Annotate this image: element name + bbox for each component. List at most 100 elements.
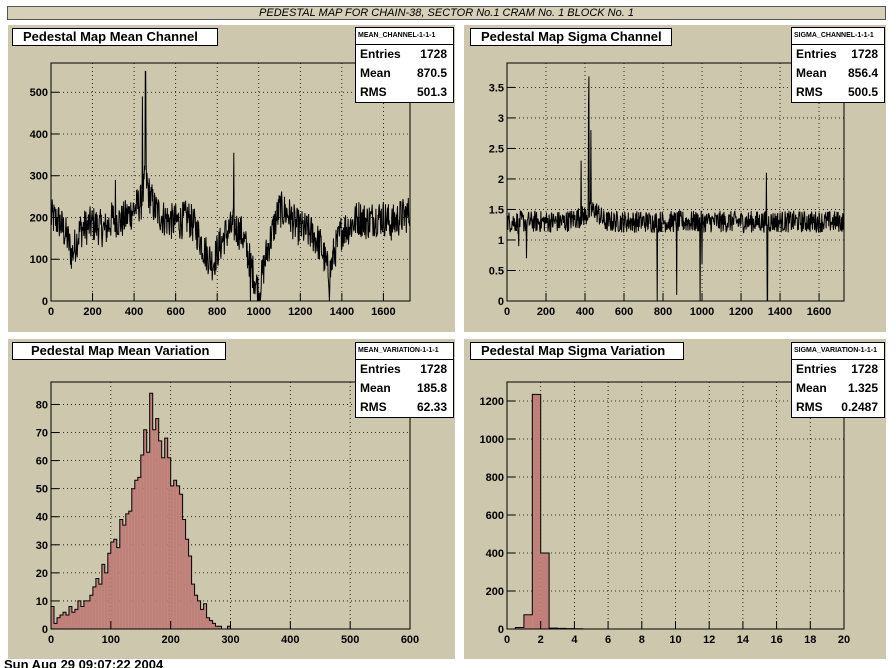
y-tick-label: 30 <box>36 540 48 552</box>
histogram-bar <box>119 519 123 629</box>
histogram-bar <box>71 612 75 629</box>
stats-entries-value: 1728 <box>420 47 447 61</box>
x-tick-label: 600 <box>166 306 184 318</box>
y-tick-label: 200 <box>30 212 48 224</box>
histogram-bar <box>155 418 159 629</box>
stats-entries-value: 1728 <box>851 47 878 61</box>
histogram-bar <box>137 477 141 629</box>
plot-area <box>507 382 844 629</box>
stats-entries-label: Entries <box>796 47 837 61</box>
y-tick-label: 400 <box>30 129 48 141</box>
stats-rms-value: 0.2487 <box>841 400 878 414</box>
plot-area <box>51 63 410 301</box>
histogram-bar <box>191 584 195 629</box>
y-axis: 0 200 400 600 800 1000 1200 <box>480 396 515 636</box>
histogram-bar <box>532 394 541 629</box>
histogram-bar <box>92 586 96 629</box>
histogram-bar <box>203 603 207 629</box>
pad-sigma-channel[interactable]: 0 200 400 600 800 1000 1200 1400 1600 0 0.5 1 1.5 2 2.… <box>464 25 886 332</box>
x-tick-label: 1000 <box>690 306 714 318</box>
histogram-bar <box>143 429 147 629</box>
x-tick-label: 2 <box>538 634 544 646</box>
x-tick-label: 0 <box>504 306 510 318</box>
y-tick-label: 500 <box>30 87 48 99</box>
histogram-bar <box>215 626 219 629</box>
histogram-bar <box>98 584 102 629</box>
pad-sigma-variation[interactable]: 0 2 4 6 8 10 12 14 16 18 20 0 200 400 600 800 1000 1200 P… <box>464 339 886 659</box>
y-tick-label: 80 <box>36 399 48 411</box>
x-tick-label: 600 <box>615 306 633 318</box>
stats-histogram-name: MEAN_CHANNEL-1-1-1 <box>356 28 453 45</box>
stats-mean-label: Mean <box>796 66 827 80</box>
histogram-bar <box>113 539 117 629</box>
histogram-bar <box>146 452 150 629</box>
sigma-channel-plot[interactable]: 0 200 400 600 800 1000 1200 1400 1600 0 0.5 1 1.5 2 2.… <box>464 25 886 332</box>
histogram-bar <box>188 556 192 629</box>
data-line <box>50 70 411 302</box>
histogram-bar <box>140 454 144 629</box>
x-tick-label: 0 <box>48 634 54 646</box>
histogram-bar <box>209 620 213 629</box>
x-tick-label: 100 <box>102 634 120 646</box>
mean-channel-plot[interactable]: 0 200 400 600 800 1000 1200 1400 1600 0 100 200 300 4… <box>8 25 455 332</box>
y-tick-label: 1200 <box>480 396 504 408</box>
histogram-bar <box>218 626 222 629</box>
pad-mean-channel[interactable]: 0 200 400 600 800 1000 1200 1400 1600 0 100 200 300 4… <box>8 25 455 332</box>
x-tick-label: 1600 <box>371 306 395 318</box>
stats-rms-value: 500.5 <box>847 85 878 99</box>
y-tick-label: 1.5 <box>489 204 504 216</box>
histogram-bar <box>515 627 524 629</box>
x-tick-label: 18 <box>804 634 816 646</box>
histogram-bar <box>74 609 78 629</box>
histogram-bar <box>212 623 216 629</box>
histogram-bar <box>128 511 132 629</box>
histogram-bar <box>95 578 99 629</box>
y-tick-label: 800 <box>486 472 504 484</box>
histogram-bar <box>182 519 186 629</box>
histogram-bar <box>131 488 135 629</box>
y-tick-label: 0 <box>42 296 48 308</box>
y-tick-label: 1 <box>498 235 504 247</box>
y-tick-label: 2.5 <box>489 143 504 155</box>
histogram-bar <box>68 606 72 629</box>
y-tick-label: 10 <box>36 596 48 608</box>
x-tick-label: 600 <box>401 634 419 646</box>
pad-mean-variation[interactable]: 0 100 200 300 400 500 600 0 10 20 30 40 50 60 70 80 Ped… <box>8 339 455 659</box>
histogram-bar <box>86 600 90 629</box>
x-tick-label: 500 <box>341 634 359 646</box>
histogram-bar <box>227 626 231 629</box>
x-tick-label: 1200 <box>288 306 312 318</box>
histogram-bar <box>164 438 168 629</box>
y-tick-label: 200 <box>486 586 504 598</box>
histogram-bar <box>200 609 204 629</box>
x-tick-label: 300 <box>221 634 239 646</box>
x-tick-label: 800 <box>208 306 226 318</box>
pad-title: Pedestal Map Sigma Channel <box>470 28 672 46</box>
x-axis: 0 100 200 300 400 500 600 <box>48 621 419 646</box>
y-tick-label: 20 <box>36 568 48 580</box>
y-tick-label: 60 <box>36 456 48 468</box>
histogram-bar <box>51 606 54 629</box>
histogram-bar <box>173 480 177 629</box>
y-tick-label: 70 <box>36 428 48 440</box>
histogram-bar <box>206 617 210 629</box>
x-tick-label: 400 <box>576 306 594 318</box>
histogram-bar <box>167 457 171 629</box>
x-tick-label: 16 <box>770 634 782 646</box>
x-tick-label: 20 <box>838 634 850 646</box>
histogram-bar <box>194 595 198 629</box>
x-tick-label: 200 <box>537 306 555 318</box>
y-axis: 0 100 200 300 400 500 <box>30 87 59 308</box>
timestamp: Sun Aug 29 09:07:22 2004 <box>4 657 164 668</box>
stats-box: SIGMA_VARIATION-1-1-1 Entries 1728 Mean 1.… <box>791 342 885 418</box>
y-tick-label: 0 <box>42 624 48 636</box>
stats-rms-label: RMS <box>360 400 387 414</box>
stats-mean-value: 870.5 <box>416 66 447 80</box>
x-tick-label: 1400 <box>330 306 354 318</box>
x-tick-label: 1200 <box>729 306 753 318</box>
y-tick-label: 400 <box>486 548 504 560</box>
histogram-bar <box>158 440 162 629</box>
stats-box: SIGMA_CHANNEL-1-1-1 Entries 1728 Mean 856.… <box>791 27 885 103</box>
mean-variation-plot[interactable]: 0 100 200 300 400 500 600 0 10 20 30 40 50 60 70 80 <box>8 339 455 659</box>
